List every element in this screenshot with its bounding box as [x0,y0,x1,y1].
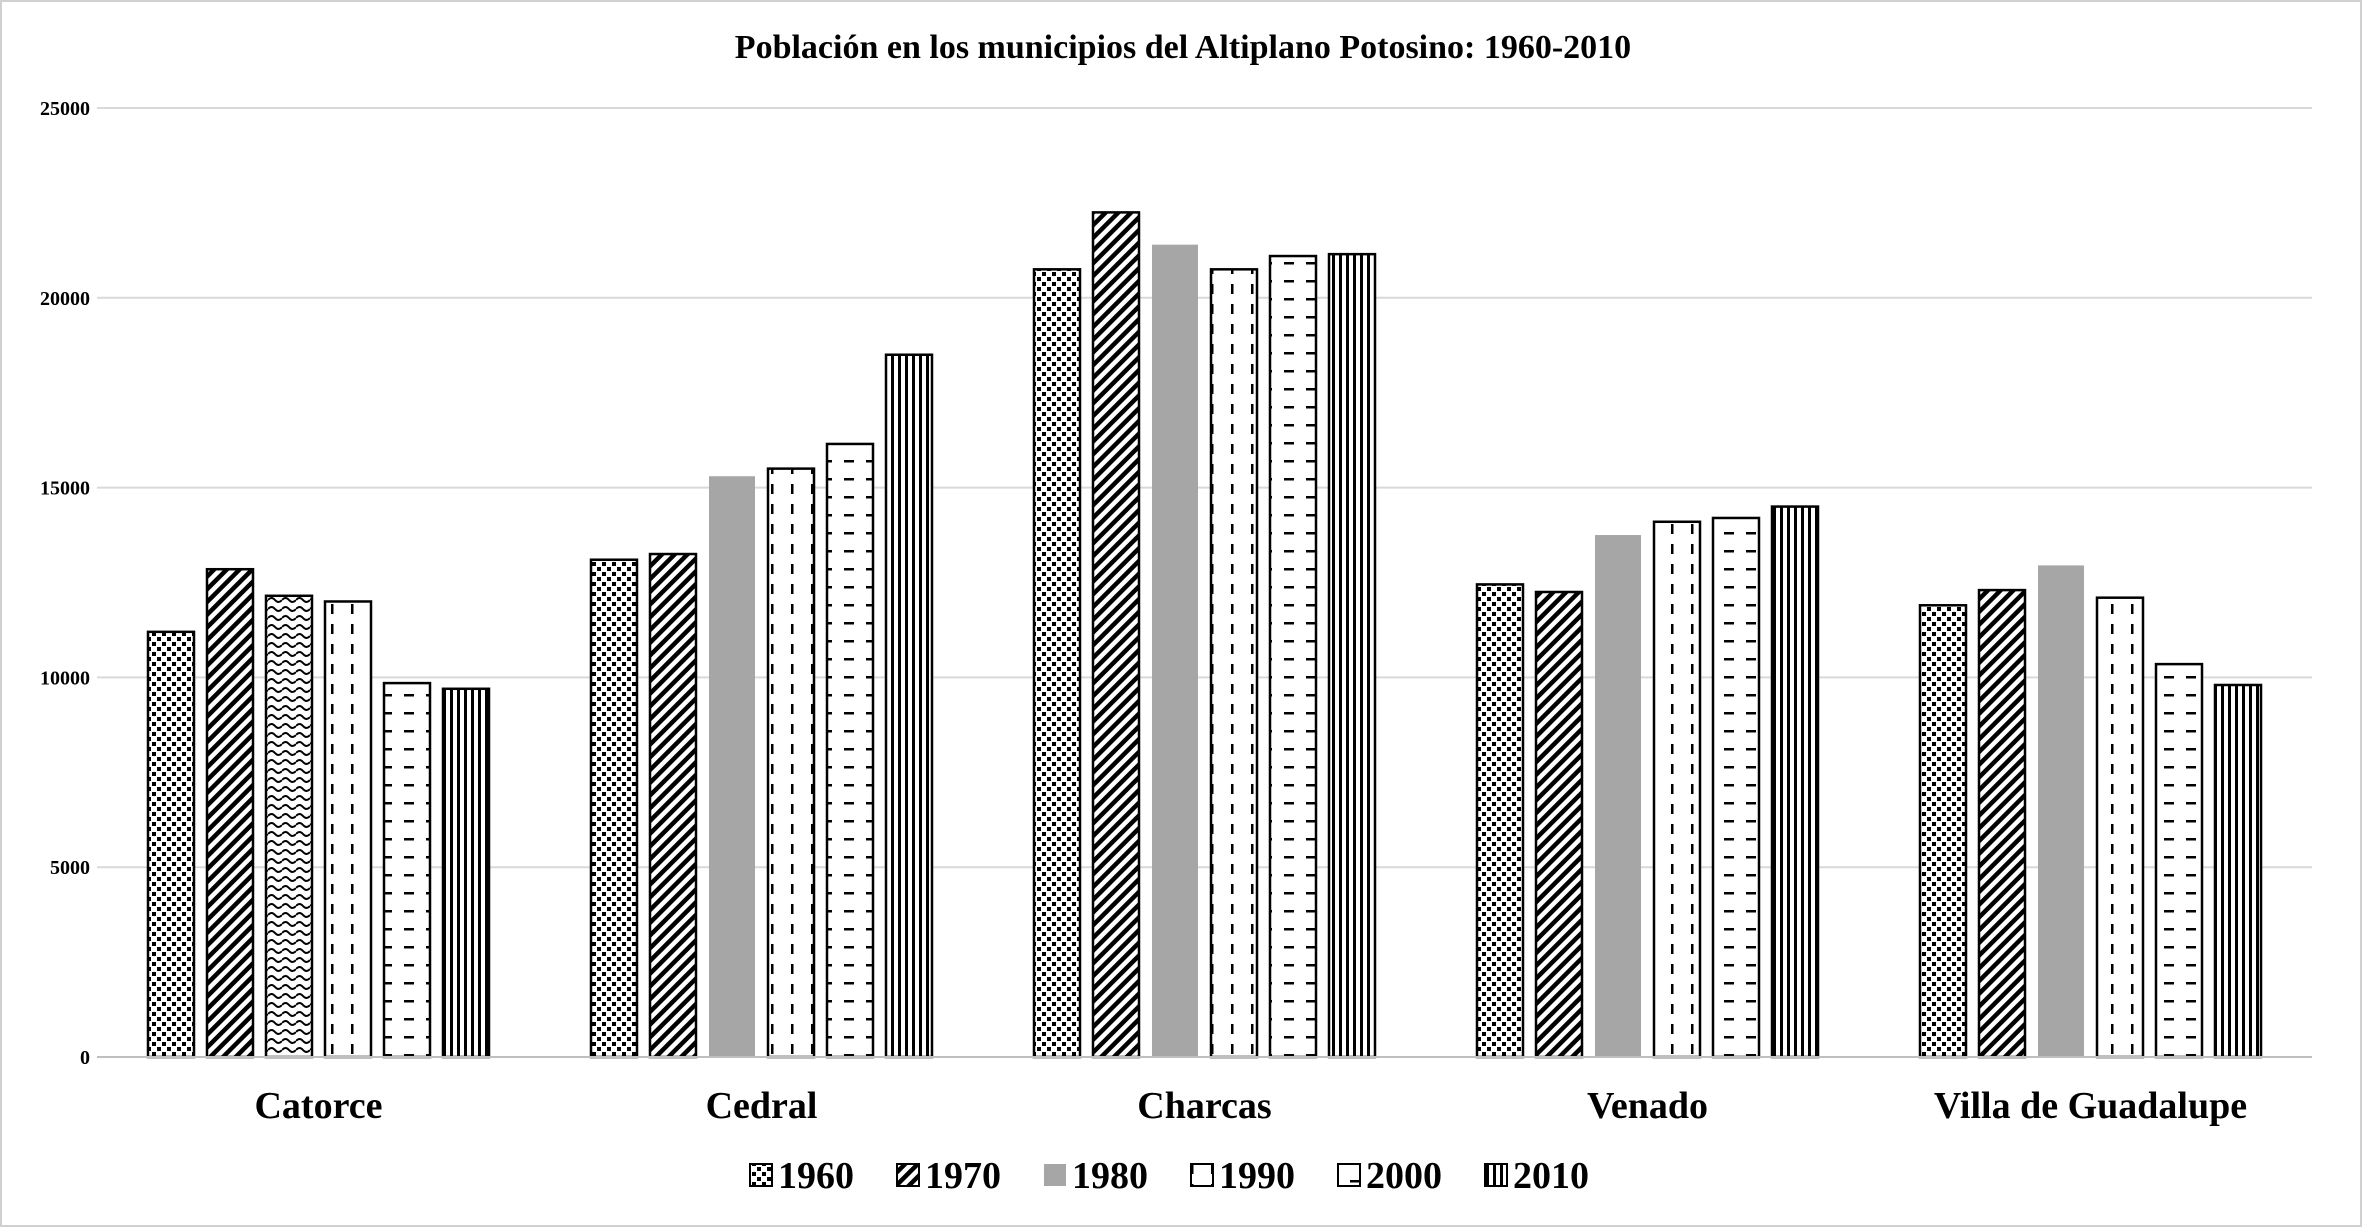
bar-venado-1970 [1534,590,1584,1059]
x-category-label: Charcas [1137,1085,1271,1127]
y-tick-label: 20000 [40,288,90,310]
bar-villa-de-guadalupe-1990 [2095,596,2145,1059]
bar-villa-de-guadalupe-2010 [2213,683,2263,1059]
bar-catorce-1980 [264,594,314,1059]
legend-label-1970: 1970 [925,1155,1001,1197]
bar-cedral-1960 [589,558,639,1059]
legend-swatch-1960 [749,1163,773,1187]
legend-label-2000: 2000 [1366,1155,1442,1197]
x-axis-category-labels: Catorce Cedral Charcas Venado Villa de Guada… [254,1085,2247,1127]
bar-charcas-1980 [1152,244,1198,1057]
bar-cedral-1990 [766,467,816,1059]
y-tick-label: 5000 [50,857,90,879]
legend-swatch-1970 [896,1163,920,1187]
bars [146,211,2263,1059]
bar-venado-1990 [1652,520,1702,1059]
legend: 1960 1970 1980 1990 2000 2010 [749,1155,1589,1197]
bar-charcas-1990 [1209,268,1259,1059]
bar-catorce-1960 [146,630,196,1059]
bar-cedral-2010 [884,353,934,1059]
legend-swatch-2000 [1337,1163,1361,1187]
chart-title: Población en los municipios del Altiplan… [735,29,1631,66]
y-tick-label: 0 [80,1047,90,1069]
bar-villa-de-guadalupe-2000 [2154,662,2204,1059]
legend-label-1960: 1960 [778,1155,854,1197]
bar-charcas-2000 [1268,254,1318,1059]
x-category-label: Cedral [706,1085,818,1127]
bar-venado-1960 [1475,583,1525,1059]
bar-catorce-2010 [441,687,491,1059]
y-tick-label: 25000 [40,98,90,120]
bar-villa-de-guadalupe-1960 [1918,604,1968,1059]
y-tick-label: 10000 [40,667,90,689]
legend-swatch-2010 [1484,1163,1508,1187]
legend-swatch-1990 [1190,1163,1214,1187]
bar-catorce-2000 [382,681,432,1059]
legend-swatch-1980 [1044,1164,1066,1186]
bar-cedral-2000 [825,442,875,1059]
x-category-label: Villa de Guadalupe [1934,1085,2247,1127]
bar-cedral-1980 [709,476,755,1057]
bar-venado-1980 [1595,535,1641,1057]
bar-charcas-1970 [1091,211,1141,1059]
bar-villa-de-guadalupe-1970 [1977,588,2027,1059]
bar-catorce-1990 [323,600,373,1059]
legend-label-2010: 2010 [1513,1155,1589,1197]
legend-label-1990: 1990 [1219,1155,1295,1197]
bar-charcas-1960 [1032,268,1082,1059]
bar-cedral-1970 [648,552,698,1059]
x-category-label: Catorce [254,1085,382,1127]
y-tick-label: 15000 [40,478,90,500]
bar-catorce-1970 [205,567,255,1059]
x-category-label: Venado [1587,1085,1708,1127]
bar-venado-2010 [1770,505,1820,1059]
y-axis-ticks: 0 5000 10000 15000 20000 25000 [40,98,90,1069]
bar-charcas-2010 [1327,252,1377,1059]
bar-villa-de-guadalupe-1980 [2038,565,2084,1057]
legend-label-1980: 1980 [1072,1155,1148,1197]
bar-venado-2000 [1711,516,1761,1059]
